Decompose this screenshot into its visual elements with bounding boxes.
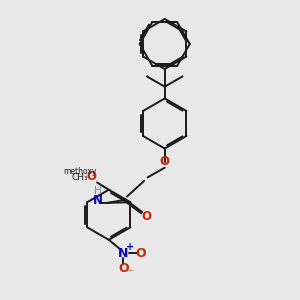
Text: N: N [93, 194, 103, 207]
Text: methoxy: methoxy [63, 167, 97, 176]
Text: O: O [136, 247, 146, 260]
Text: O: O [142, 210, 152, 223]
Text: O: O [160, 155, 170, 168]
Text: O: O [118, 262, 129, 275]
Text: +: + [126, 242, 134, 252]
Text: O: O [86, 170, 96, 183]
Text: H: H [94, 186, 102, 196]
Text: N: N [118, 247, 129, 260]
Text: ⁻: ⁻ [127, 268, 133, 278]
Text: CH₃: CH₃ [71, 172, 88, 182]
